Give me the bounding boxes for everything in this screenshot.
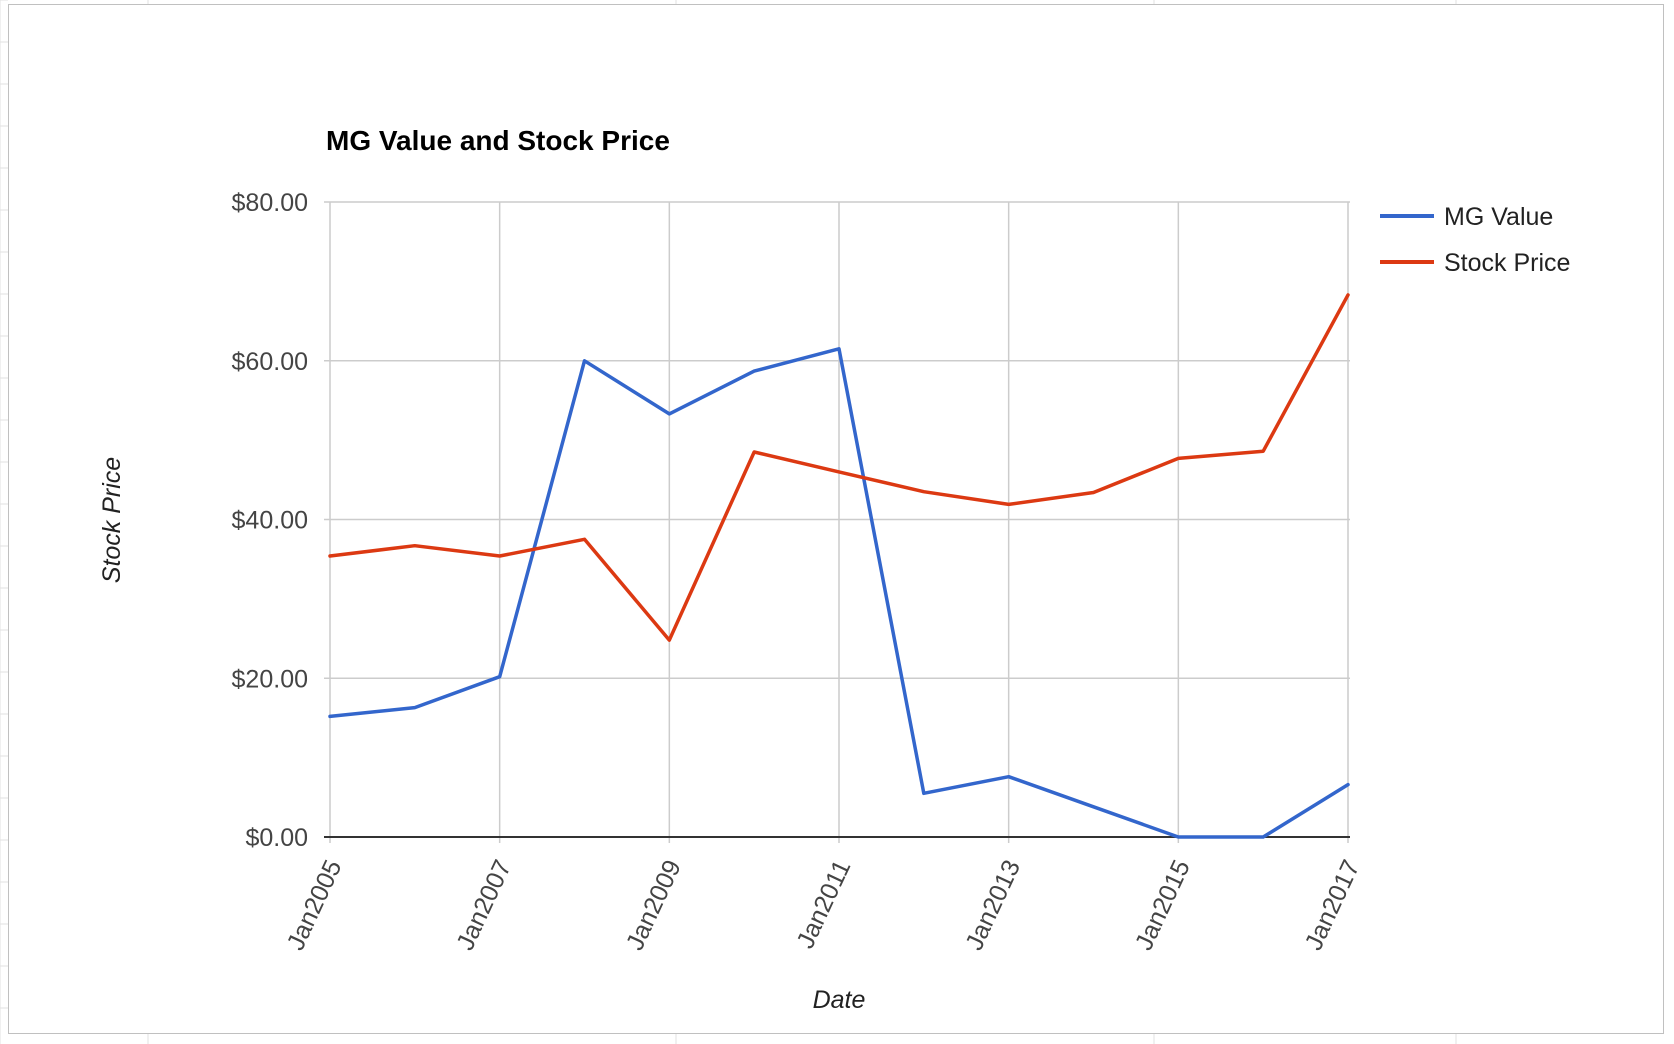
x-tick-label: Jan2015 [1130, 856, 1196, 955]
y-axis-title: Stock Price [98, 457, 126, 583]
x-tick-label: Jan2007 [451, 856, 517, 955]
legend-label: MG Value [1444, 203, 1553, 231]
x-tick-label: Jan2009 [621, 856, 687, 955]
tick-labels: $0.00 $20.00 $40.00 $60.00 $80.00 Jan2005 Jan2… [232, 189, 1366, 954]
x-tick-label: Jan2005 [282, 856, 348, 955]
x-tick-label: Jan2017 [1300, 856, 1366, 955]
y-tick-label: $0.00 [245, 824, 308, 852]
legend: MG Value Stock Price [1380, 203, 1570, 277]
y-tick-label: $60.00 [232, 348, 308, 376]
x-tick-label: Jan2013 [960, 856, 1026, 955]
x-axis-title: Date [813, 986, 866, 1014]
x-tick-label: Jan2011 [791, 856, 856, 953]
legend-label: Stock Price [1444, 249, 1570, 277]
y-tick-label: $40.00 [232, 507, 308, 535]
y-tick-label: $80.00 [232, 189, 308, 217]
gridlines [324, 201, 1350, 843]
series-lines [328, 293, 1350, 839]
chart-title: MG Value and Stock Price [326, 125, 670, 156]
y-tick-label: $20.00 [232, 665, 308, 693]
